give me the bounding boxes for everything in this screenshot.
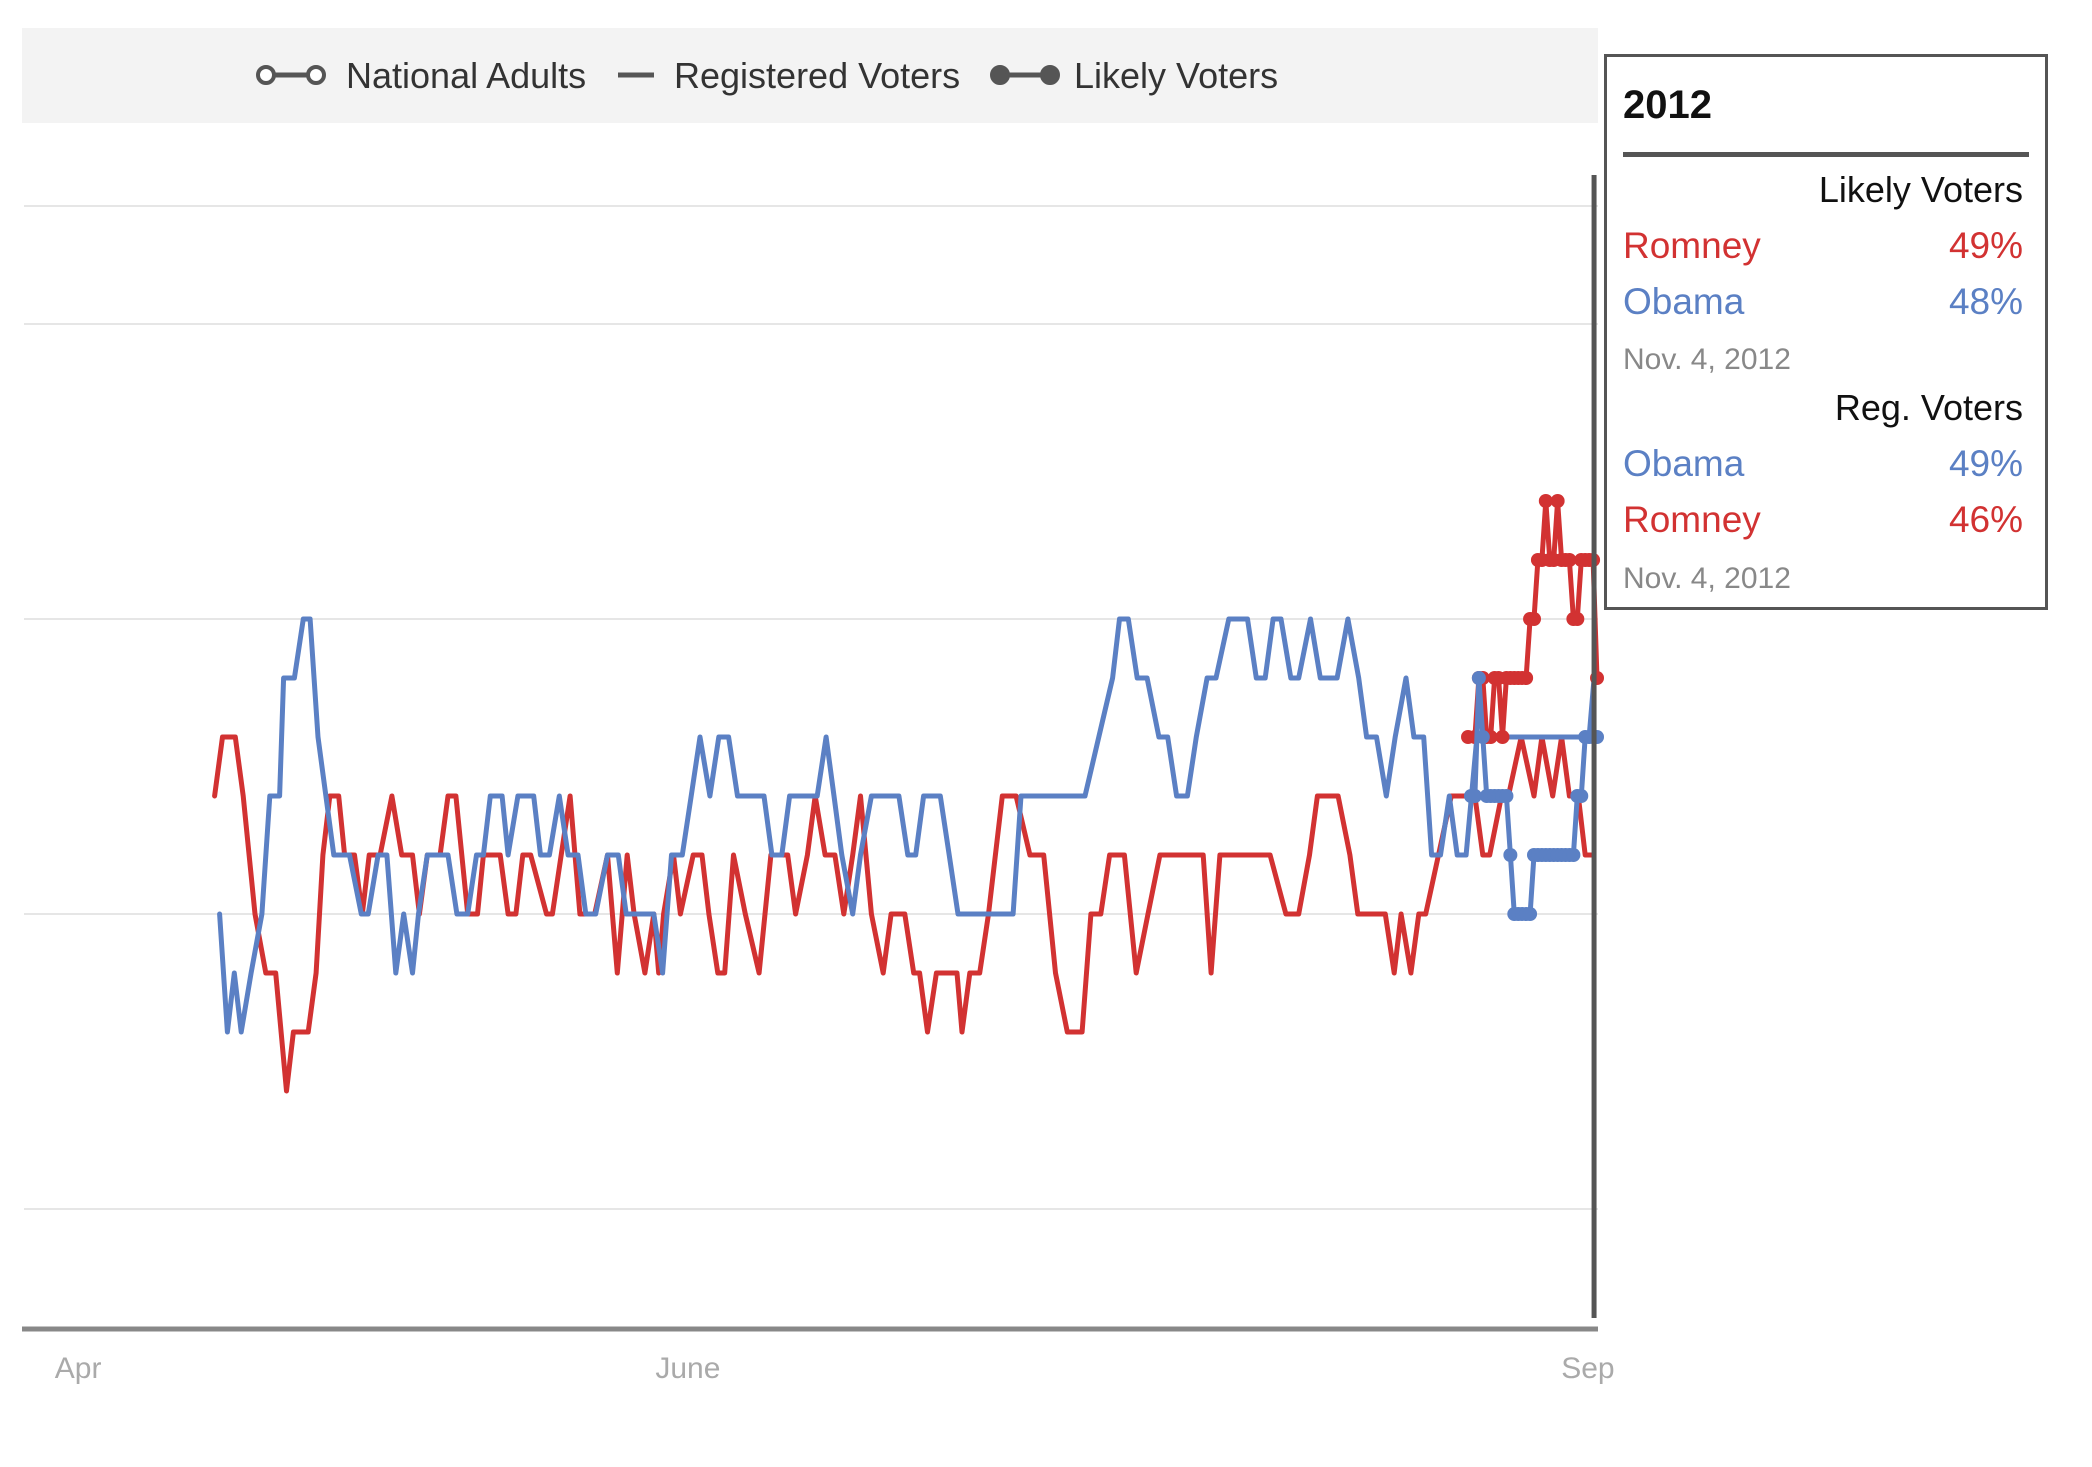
data-point-romney-likely-23 bbox=[1550, 494, 1565, 508]
tooltip-likely-name-2: Obama bbox=[1623, 281, 1745, 322]
tooltip-registered-row-2: Romney 46% bbox=[1623, 499, 2023, 541]
x-tick-label-2: June bbox=[655, 1352, 720, 1385]
legend-label-3: Likely Voters bbox=[1074, 55, 1278, 96]
tooltip-registered-date: Nov. 4, 2012 bbox=[1623, 562, 1791, 595]
tooltip-likely-date: Nov. 4, 2012 bbox=[1623, 343, 1791, 376]
tooltip-likely-name-1: Romney bbox=[1623, 225, 1761, 266]
series-line-obama-registered bbox=[217, 616, 1597, 1035]
tooltip-likely-row-1: Romney 49% bbox=[1623, 225, 2023, 267]
legend-label-1: National Adults bbox=[346, 55, 586, 96]
series-obama-registered bbox=[217, 616, 1597, 1035]
data-point-obama-likely-27 bbox=[1566, 848, 1581, 862]
data-point-romney-likely-26 bbox=[1562, 553, 1577, 567]
tooltip-registered-name-2: Romney bbox=[1623, 499, 1761, 540]
tooltip-likely-value-1: 49% bbox=[1948, 225, 2023, 266]
tooltip-likely-heading: Likely Voters bbox=[1818, 169, 2023, 210]
x-tick-label-1: Apr bbox=[55, 1352, 102, 1385]
legend: National Adults Registered Voters Likely V… bbox=[256, 55, 1278, 96]
hover-tooltip: 2012 Likely Voters Romney 49% Obama 48% … bbox=[1604, 54, 2048, 610]
tooltip-registered-heading: Reg. Voters bbox=[1834, 387, 2023, 428]
tooltip-title: 2012 bbox=[1623, 83, 1712, 127]
legend-marker-dot-left-1 bbox=[256, 65, 276, 85]
data-point-romney-likely-28 bbox=[1570, 612, 1585, 626]
x-tick-label-3: Sep bbox=[1561, 1352, 1614, 1385]
data-point-obama-likely-11 bbox=[1503, 848, 1518, 862]
tooltip-registered-name-1: Obama bbox=[1623, 443, 1745, 484]
legend-marker-dot-left-3 bbox=[990, 65, 1010, 85]
tooltip-registered-value-1: 49% bbox=[1948, 443, 2023, 484]
legend-label-2: Registered Voters bbox=[674, 55, 960, 96]
data-point-romney-likely-9 bbox=[1495, 730, 1510, 744]
data-point-romney-likely-15 bbox=[1519, 671, 1534, 685]
tooltip-registered-row-1: Obama 49% bbox=[1623, 443, 2023, 485]
legend-marker-dot-right-1 bbox=[306, 65, 326, 85]
tooltip-likely-value-2: 48% bbox=[1948, 281, 2023, 322]
tooltip-likely-row-2: Obama 48% bbox=[1623, 281, 2023, 323]
data-point-obama-likely-2 bbox=[1467, 789, 1482, 803]
data-point-obama-likely-29 bbox=[1574, 789, 1589, 803]
data-point-obama-likely-3 bbox=[1471, 671, 1486, 685]
legend-marker-dot-right-3 bbox=[1040, 65, 1060, 85]
gridlines bbox=[24, 205, 1598, 1210]
tooltip-rule bbox=[1623, 152, 2029, 157]
tooltip-registered-value-2: 46% bbox=[1948, 499, 2023, 540]
data-point-obama-likely-16 bbox=[1523, 907, 1538, 921]
data-point-obama-likely-10 bbox=[1499, 789, 1514, 803]
data-point-romney-likely-20 bbox=[1538, 494, 1553, 508]
data-point-romney-likely-17 bbox=[1527, 612, 1542, 626]
data-point-obama-likely-4 bbox=[1475, 730, 1490, 744]
